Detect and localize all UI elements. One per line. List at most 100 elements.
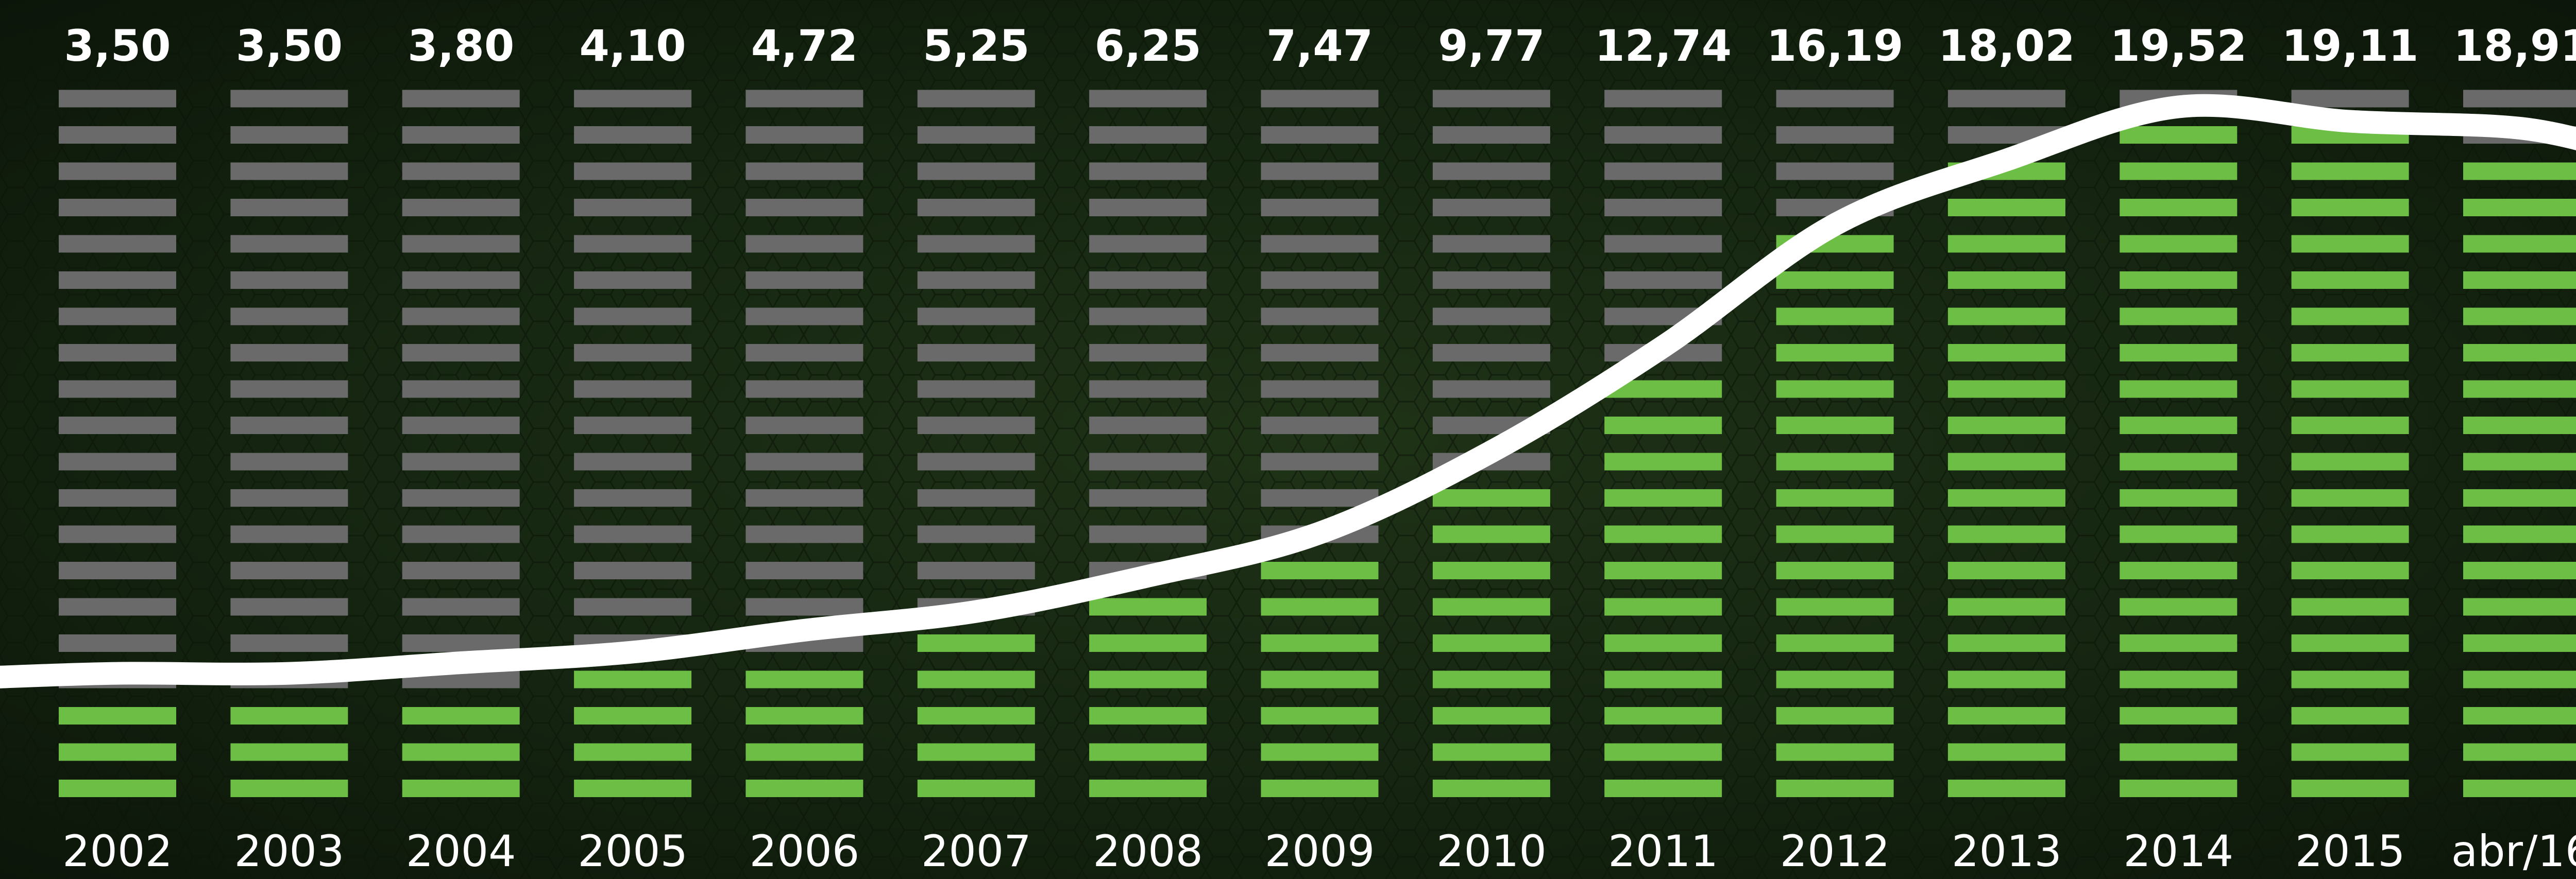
year-label: 2004	[406, 826, 516, 876]
bar-segment	[1261, 417, 1379, 434]
bar-segment	[1947, 344, 2065, 361]
bar-segment	[917, 271, 1035, 289]
bar-segment	[745, 90, 863, 108]
bar-segment	[402, 489, 520, 507]
bar-segment	[745, 453, 863, 471]
value-label: 18,02	[1938, 21, 2075, 71]
bar-segment	[1947, 417, 2065, 434]
bar-segment	[2291, 235, 2409, 253]
year-label: 2009	[1265, 826, 1375, 876]
bar-segment	[230, 126, 348, 144]
bar-segment	[1604, 525, 1722, 543]
bar-segment	[1432, 634, 1550, 652]
bar-segment	[1604, 707, 1722, 725]
bar-segment	[2291, 489, 2409, 507]
bar-segment	[1432, 271, 1550, 289]
bar-segment	[917, 489, 1035, 507]
bar-segment	[1089, 525, 1207, 543]
bar-segment	[2463, 344, 2576, 361]
bar-segment	[745, 126, 863, 144]
bar-segment	[1089, 199, 1207, 216]
year-label: 2012	[1780, 826, 1890, 876]
bar-segment	[59, 417, 176, 434]
bar-segment	[917, 344, 1035, 361]
bar-segment	[230, 743, 348, 761]
bar-segment	[1604, 417, 1722, 434]
bar-segment	[1604, 780, 1722, 797]
bar-segment	[917, 743, 1035, 761]
bar-segment	[59, 380, 176, 398]
bar-segment	[1432, 199, 1550, 216]
bar-segment	[402, 307, 520, 325]
bar-segment	[230, 562, 348, 579]
bar-segment	[2120, 126, 2238, 144]
bar-segment	[1261, 235, 1379, 253]
bar-segment	[1261, 380, 1379, 398]
bar-segment	[2120, 634, 2238, 652]
bar-segment	[59, 199, 176, 216]
bar-segment	[917, 670, 1035, 688]
bar-segment	[2120, 743, 2238, 761]
bar-segment	[402, 126, 520, 144]
bar-segment	[1261, 453, 1379, 471]
year-label: 2011	[1608, 826, 1718, 876]
bar-segment	[745, 489, 863, 507]
bar-segment	[402, 162, 520, 180]
bar-segment	[1604, 489, 1722, 507]
bar-segment	[2291, 634, 2409, 652]
bar-segment	[230, 780, 348, 797]
bar-segment	[1261, 562, 1379, 579]
bar-segment	[2120, 417, 2238, 434]
bar-segment	[59, 562, 176, 579]
bar-segment	[59, 525, 176, 543]
bar-segment	[2120, 344, 2238, 361]
bar-segment	[1089, 380, 1207, 398]
bar-segment	[745, 235, 863, 253]
bar-segment	[2120, 780, 2238, 797]
bar-segment	[1261, 707, 1379, 725]
value-labels-group: 3,50 3,50 3,80 4,10 4,72 5,25 6,25 7,47 9,77 12,7…	[64, 21, 2576, 71]
bar-segment	[917, 780, 1035, 797]
bar-segment	[574, 707, 692, 725]
bar-segment	[574, 562, 692, 579]
bar-segment	[2463, 162, 2576, 180]
bar-segment	[1776, 417, 1894, 434]
bar-segment	[1089, 417, 1207, 434]
bar-segment	[1947, 562, 2065, 579]
bar-segment	[1776, 90, 1894, 108]
bar-segment	[1261, 199, 1379, 216]
value-label: 7,47	[1266, 21, 1373, 71]
bar-segment	[1432, 162, 1550, 180]
bar-segment	[745, 670, 863, 688]
bar-segment	[917, 162, 1035, 180]
bar-segment	[1604, 162, 1722, 180]
bar-segment	[402, 271, 520, 289]
bar-segment	[1089, 271, 1207, 289]
bar-segment	[1432, 562, 1550, 579]
value-label: 4,10	[579, 21, 686, 71]
bar-segment	[2463, 743, 2576, 761]
bar-segment	[2463, 598, 2576, 616]
bar-segment	[1776, 562, 1894, 579]
bar-segment	[917, 380, 1035, 398]
bar-segment	[745, 380, 863, 398]
bar-segment	[230, 235, 348, 253]
bar-segment	[2120, 453, 2238, 471]
bar-segment	[59, 307, 176, 325]
bar-segment	[1776, 271, 1894, 289]
bar-segment	[574, 126, 692, 144]
bars-group	[59, 90, 2576, 797]
bar-segment	[1432, 126, 1550, 144]
bar-segment	[1947, 707, 2065, 725]
bar-segment	[1604, 235, 1722, 253]
bar-segment	[402, 417, 520, 434]
bar-segment	[402, 344, 520, 361]
bar-segment	[59, 743, 176, 761]
bar-segment	[574, 199, 692, 216]
bar-segment	[1776, 525, 1894, 543]
bar-segment	[2120, 670, 2238, 688]
bar-segment	[2463, 307, 2576, 325]
bar-segment	[917, 417, 1035, 434]
